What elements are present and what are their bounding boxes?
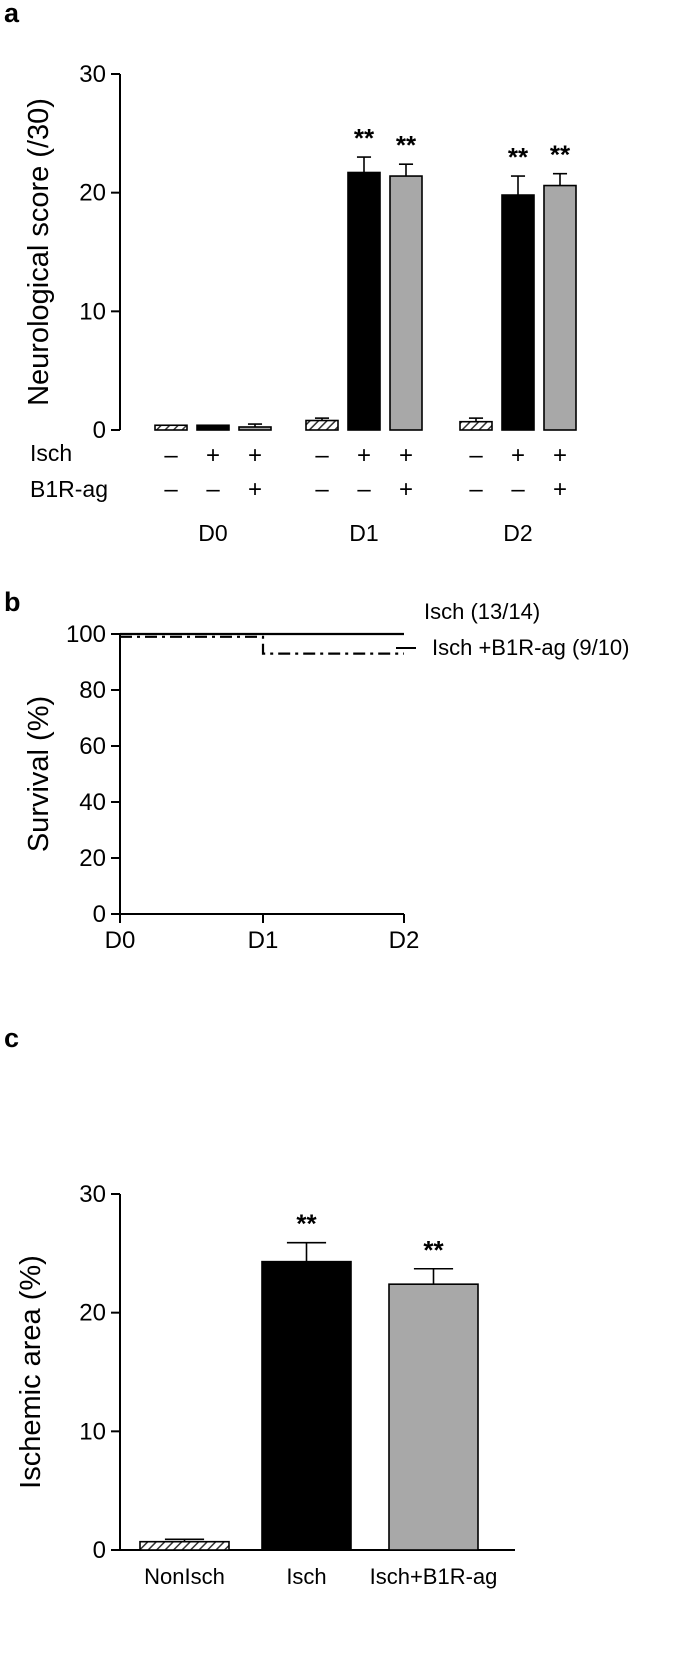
panel-b-x-tick-label: D2 [389, 927, 420, 954]
panel-c-y-tick-label: 10 [79, 1418, 106, 1445]
panel-a-isch-sign: + [206, 442, 220, 469]
panel-a-b1r-sign: – [315, 476, 329, 503]
panel-a-bar [347, 171, 381, 431]
panel-a-b1r-sign: – [469, 476, 483, 503]
panel-a-bar [154, 424, 188, 431]
panel-c-y-tick-label: 30 [79, 1181, 106, 1208]
panel-c-y-axis-label: Ischemic area (%) [15, 1255, 47, 1489]
panel-a-isch-sign: – [469, 442, 483, 469]
panel-a-y-tick-label: 30 [79, 61, 106, 88]
panel-b-y-tick-label: 60 [79, 733, 106, 760]
panel-b-chart: 0 20 40 60 80 100 Survival (%) D0 D1 D2 Isch (13/1… [23, 599, 629, 954]
panel-a-y-tick-label: 20 [79, 180, 106, 207]
panel-b-y-tick-label: 100 [66, 621, 106, 648]
panel-a-b1r-sign: – [206, 476, 220, 503]
panel-b-y-tick-label: 40 [79, 789, 106, 816]
panel-a-isch-sign: + [357, 442, 371, 469]
panel-c-category-label: NonIsch [144, 1564, 225, 1589]
panel-c-bar [261, 1260, 352, 1551]
panel-a-isch-sign: – [164, 442, 178, 469]
panel-c-bar [139, 1540, 230, 1551]
panel-a-bar [238, 426, 272, 431]
panel-a-b1r-sign: + [399, 476, 413, 503]
panel-b-y-tick-label: 20 [79, 845, 106, 872]
panel-b-letter: b [4, 587, 21, 617]
panel-a-b1r-sign: + [248, 476, 262, 503]
panel-c-y-tick-label: 0 [93, 1537, 106, 1564]
panel-b-y-tick-label: 0 [93, 901, 106, 928]
panel-a-y-tick-label: 10 [79, 298, 106, 325]
panel-a-row-label-b1r: B1R-ag [30, 476, 108, 502]
panel-a-significance: ** [396, 130, 417, 160]
panel-a-letter: a [4, 0, 20, 28]
panel-a-significance: ** [508, 142, 529, 172]
panel-b-series-line [120, 635, 404, 655]
panel-a-row-label-isch: Isch [30, 440, 72, 466]
panel-a-group-label: D1 [349, 520, 378, 546]
panel-a-b1r-sign: – [357, 476, 371, 503]
panel-a-b1r-sign: – [511, 476, 525, 503]
panel-b-x-tick-label: D0 [105, 927, 136, 954]
panel-c-letter: c [4, 1023, 19, 1053]
panel-b-y-tick-label: 80 [79, 677, 106, 704]
panel-a-isch-sign: – [315, 442, 329, 469]
panel-a-significance: ** [550, 140, 571, 170]
panel-a-group-label: D2 [503, 520, 532, 546]
panel-a-b1r-sign: + [553, 476, 567, 503]
panel-a-isch-sign: + [248, 442, 262, 469]
panel-c-category-label: Isch [286, 1564, 326, 1589]
panel-c-chart: 0 10 20 30 Ischemic area (%) NonIsch ** Isch ** I… [15, 1181, 515, 1589]
panel-a-bar [389, 175, 423, 431]
panel-a-y-axis-label: Neurological score (/30) [23, 98, 55, 406]
panel-b-y-axis-label: Survival (%) [23, 696, 55, 852]
panel-c-category-label: Isch+B1R-ag [370, 1564, 498, 1589]
panel-b-x-tick-label: D1 [248, 927, 279, 954]
panel-b-legend-label: Isch +B1R-ag (9/10) [432, 635, 629, 660]
panel-a-significance: ** [354, 123, 375, 153]
panel-c-significance: ** [296, 1209, 317, 1239]
panel-a-isch-sign: + [399, 442, 413, 469]
panel-a-isch-sign: + [511, 442, 525, 469]
panel-c-significance: ** [423, 1235, 444, 1265]
panel-c-y-tick-label: 20 [79, 1300, 106, 1327]
panel-a-isch-sign: + [553, 442, 567, 469]
panel-a-group-label: D0 [198, 520, 227, 546]
panel-a-bar [543, 184, 577, 431]
panel-a-bar [305, 419, 339, 431]
panel-b-legend-label: Isch (13/14) [424, 599, 540, 624]
panel-a-bar [459, 420, 493, 431]
panel-a-bar [196, 424, 230, 431]
panel-c-bar [388, 1283, 479, 1551]
panel-a-b1r-sign: – [164, 476, 178, 503]
panel-a-y-tick-label: 0 [93, 417, 106, 444]
panel-a-bar [501, 194, 535, 431]
